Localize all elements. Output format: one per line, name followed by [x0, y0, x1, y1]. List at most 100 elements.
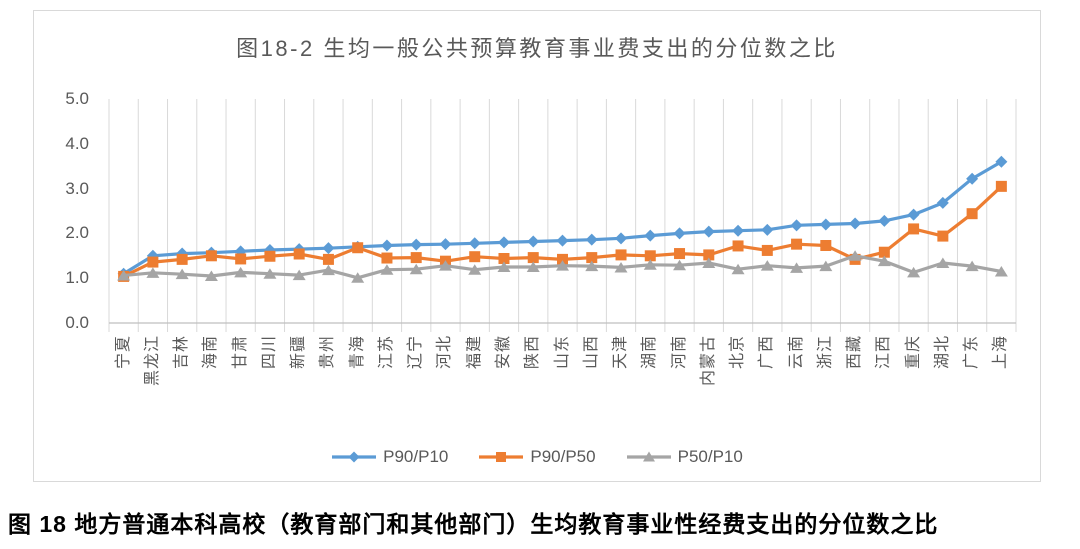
data-point-marker [790, 262, 804, 273]
data-point-marker [322, 253, 334, 265]
data-point-marker [557, 253, 568, 265]
data-point-marker [907, 266, 921, 278]
data-point-marker [235, 253, 247, 265]
data-point-marker [205, 250, 217, 262]
data-point-marker [526, 261, 540, 272]
data-point-marker [264, 250, 276, 262]
data-point-marker [380, 264, 394, 275]
data-point-marker [263, 268, 277, 279]
data-point-marker [468, 237, 481, 250]
data-point-marker [936, 196, 949, 209]
data-point-marker [908, 223, 920, 235]
y-tick-label: 2.0 [65, 223, 89, 243]
data-point-marker [322, 242, 335, 255]
data-point-marker [147, 256, 159, 268]
data-point-marker [556, 260, 569, 271]
data-point-marker [820, 239, 832, 251]
data-point-marker [848, 250, 862, 261]
data-point-marker [877, 255, 891, 267]
y-tick-label: 5.0 [65, 89, 89, 108]
data-point-marker [819, 218, 832, 231]
data-point-marker [381, 252, 393, 264]
series-P50/P10 [117, 250, 1008, 283]
data-point-marker [995, 155, 1008, 168]
series-P90/P10 [117, 155, 1008, 280]
data-point-marker [995, 180, 1007, 192]
legend-item-P50/P10: P50/P10 [626, 447, 743, 467]
legend-square-icon [479, 452, 524, 462]
data-point-marker [761, 244, 773, 256]
data-point-marker [176, 253, 188, 265]
data-point-marker [498, 252, 510, 264]
data-point-marker [410, 238, 423, 251]
data-point-marker [352, 242, 364, 254]
data-point-marker [732, 240, 744, 252]
data-point-marker [615, 232, 628, 245]
data-point-marker [497, 236, 510, 249]
legend-diamond-icon [332, 451, 377, 463]
data-point-marker [791, 238, 803, 250]
data-point-marker [731, 263, 745, 275]
data-point-marker [907, 208, 920, 221]
chart-frame: 图18-2 生均一般公共预算教育事业费支出的分位数之比 0.0 1.0 2.0 3.0… [33, 10, 1041, 482]
data-point-marker [586, 252, 598, 264]
data-point-marker [409, 263, 423, 275]
data-point-marker [878, 214, 891, 227]
data-point-marker [469, 251, 481, 263]
data-point-marker [380, 239, 393, 252]
data-point-marker [439, 238, 452, 251]
data-point-marker [732, 224, 745, 237]
data-point-marker [673, 227, 686, 240]
data-point-marker [643, 259, 657, 270]
data-point-marker [292, 269, 306, 281]
y-tick-label: 1.0 [65, 268, 89, 288]
legend-label: P90/P10 [383, 447, 449, 466]
data-point-marker [497, 261, 511, 272]
legend-triangle-icon [626, 451, 671, 462]
legend-item-P90/P10: P90/P10 [331, 447, 448, 467]
data-point-marker [703, 249, 715, 261]
data-point-marker [468, 264, 482, 275]
data-point-marker [175, 268, 189, 280]
data-point-marker [966, 172, 979, 185]
data-point-marker [674, 248, 686, 260]
data-point-marker [146, 267, 160, 278]
data-point-marker [117, 270, 131, 281]
data-point-marker [819, 260, 833, 272]
chart-legend: P90/P10 P90/P50 P50/P10 [34, 447, 1040, 467]
data-point-marker [614, 261, 628, 273]
data-point-marker [994, 265, 1008, 277]
data-point-marker [234, 266, 248, 278]
data-point-marker [585, 260, 599, 272]
data-point-marker [615, 249, 627, 261]
data-point-marker [644, 250, 656, 262]
data-point-marker [702, 257, 716, 268]
data-point-marker [878, 246, 890, 258]
figure-caption: 图 18 地方普通本科高校（教育部门和其他部门）生均教育事业性经费支出的分位数之… [8, 511, 939, 537]
data-point-marker [760, 260, 774, 271]
data-point-marker [644, 229, 657, 242]
y-tick-label: 3.0 [65, 178, 89, 198]
data-point-marker [204, 270, 218, 281]
data-point-marker [351, 272, 365, 283]
legend-item-P90/P50: P90/P50 [478, 447, 596, 467]
plot-area [108, 99, 1017, 332]
y-tick-label: 0.0 [65, 313, 89, 332]
data-point-marker [527, 252, 539, 264]
data-point-marker [321, 264, 335, 276]
data-point-marker [936, 257, 950, 268]
legend-label: P50/P10 [677, 447, 743, 466]
data-point-marker [293, 248, 305, 260]
data-point-marker [585, 233, 598, 246]
data-point-marker [438, 260, 452, 271]
chart-title: 图18-2 生均一般公共预算教育事业费支出的分位数之比 [236, 36, 838, 61]
data-point-marker [527, 235, 540, 248]
data-point-marker [849, 217, 862, 230]
gridlines [108, 99, 1017, 332]
data-point-marker [966, 208, 978, 220]
data-point-marker [965, 260, 979, 272]
data-point-marker [937, 230, 949, 242]
y-tick-label: 4.0 [65, 133, 89, 153]
data-point-marker [410, 252, 422, 264]
data-point-marker [673, 259, 687, 271]
